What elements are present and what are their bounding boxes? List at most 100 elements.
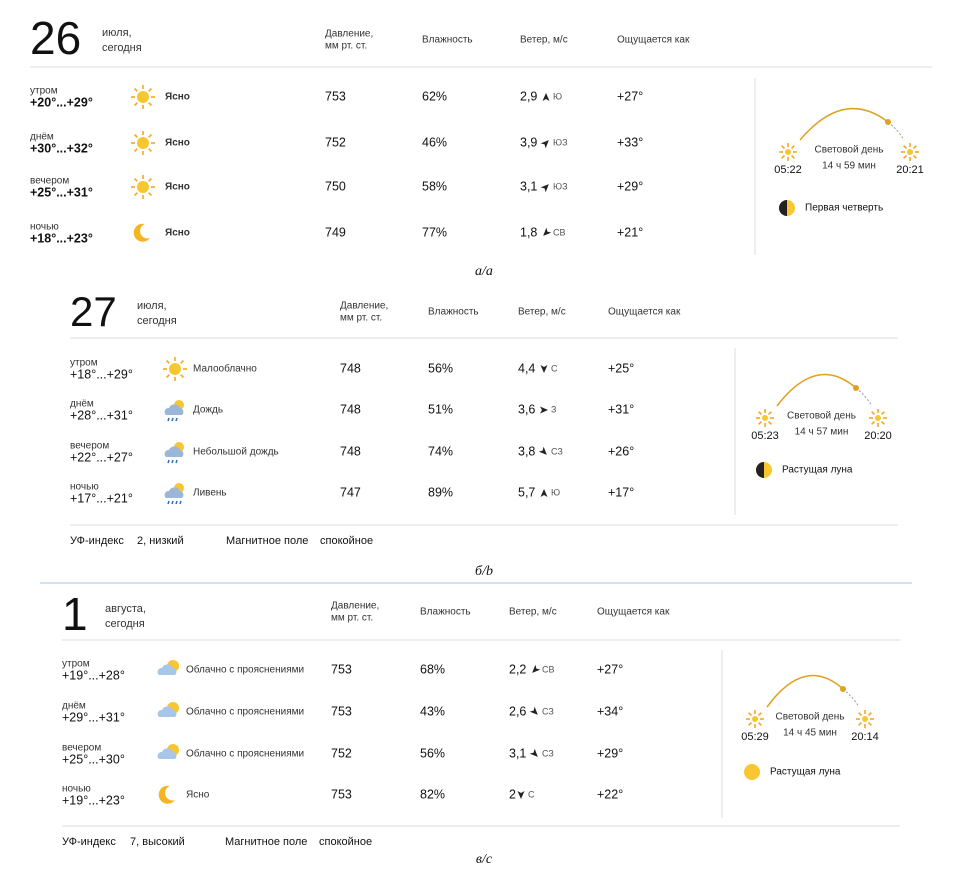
- humidity: 77%: [422, 225, 447, 239]
- rain-drop: [167, 417, 170, 422]
- sun-arc: [799, 107, 889, 141]
- cloud: [157, 664, 177, 675]
- sunrise: 05:23: [751, 430, 779, 442]
- footer-magnetic-label: Магнитное поле: [226, 535, 308, 547]
- wind-speed: 5,7: [518, 485, 535, 499]
- wind-arrow: [540, 489, 548, 497]
- sun-ray: [871, 420, 876, 425]
- condition: Ясно: [186, 790, 210, 801]
- weather-icon: [131, 175, 155, 199]
- sun-ray: [767, 420, 772, 425]
- period: вечером: [30, 176, 69, 187]
- pressure: 748: [340, 444, 361, 458]
- temperature: +18°...+29°: [70, 367, 133, 381]
- daylight-label: Световой день: [815, 145, 884, 156]
- sun-ray: [148, 133, 153, 138]
- wind-speed: 3,8: [518, 444, 535, 458]
- temperature: +25°...+31°: [30, 185, 93, 199]
- sun: [785, 149, 791, 155]
- humidity: 58%: [422, 179, 447, 193]
- wind-direction: ЮЗ: [553, 137, 568, 147]
- caption: б/b: [475, 564, 493, 579]
- sun-ray: [767, 411, 772, 416]
- period: днём: [62, 701, 86, 712]
- sun-position: [840, 686, 846, 692]
- rain-drop: [167, 459, 170, 464]
- sun: [137, 137, 149, 149]
- wind-direction: СВ: [553, 227, 566, 237]
- sunset: 20:21: [896, 164, 924, 176]
- wind-arrow: [542, 93, 550, 101]
- period: утром: [62, 659, 90, 670]
- date-day: 26: [30, 12, 81, 64]
- period: ночью: [62, 784, 91, 795]
- header-wind: Ветер, м/с: [518, 307, 566, 318]
- date-month: июля,: [137, 300, 167, 312]
- footer-uv: 7, высокий: [130, 836, 185, 848]
- caption: а/a: [475, 264, 493, 279]
- footer-magnetic-label: Магнитное поле: [225, 836, 307, 848]
- pressure: 753: [331, 704, 352, 718]
- daylight-label: Световой день: [787, 411, 856, 422]
- wind-speed: 3,6: [518, 402, 535, 416]
- header-wind: Ветер, м/с: [509, 607, 557, 618]
- wind-speed: 2,6: [509, 704, 526, 718]
- pressure: 748: [340, 402, 361, 416]
- header-pressure: Давление,: [331, 601, 379, 612]
- sun-ray: [781, 154, 786, 159]
- condition: Облачно с прояснениями: [186, 706, 304, 718]
- rain-drop: [179, 500, 182, 505]
- wind-arrow: [543, 227, 552, 236]
- temperature: +20°...+29°: [30, 95, 93, 109]
- sun-arc: [766, 674, 844, 708]
- rain-drop: [171, 417, 174, 422]
- pressure: 747: [340, 485, 361, 499]
- condition: Ясно: [165, 92, 190, 103]
- wind-speed: 1,8: [520, 225, 537, 239]
- sun-ray: [133, 102, 138, 107]
- humidity: 82%: [420, 787, 445, 801]
- sun-ray: [790, 145, 795, 150]
- footer-magnetic: спокойное: [320, 535, 373, 547]
- feels-like: +29°: [617, 179, 643, 193]
- condition: Небольшой дождь: [193, 446, 279, 458]
- cloud: [164, 404, 184, 415]
- humidity: 46%: [422, 135, 447, 149]
- sun-ray: [903, 154, 908, 159]
- pressure: 753: [331, 787, 352, 801]
- feels-like: +34°: [597, 704, 623, 718]
- humidity: 74%: [428, 444, 453, 458]
- pressure: 750: [325, 179, 346, 193]
- header-feels: Ощущается как: [597, 607, 670, 618]
- sun-arc-rest: [842, 688, 860, 708]
- temperature: +22°...+27°: [70, 450, 133, 464]
- date-day: 1: [62, 588, 88, 640]
- wind-direction: СЗ: [551, 446, 563, 456]
- weather-icon: [157, 660, 179, 675]
- wind-direction: СЗ: [542, 706, 554, 716]
- header-pressure: Давление,: [340, 301, 388, 312]
- rain-drop: [175, 500, 178, 505]
- footer-uv-label: УФ-индекс: [62, 836, 116, 848]
- wind-speed: 3,9: [520, 135, 537, 149]
- feels-like: +33°: [617, 135, 643, 149]
- feels-like: +22°: [597, 787, 623, 801]
- condition: Ясно: [165, 228, 190, 239]
- wind-speed: 3,1: [509, 746, 526, 760]
- period: утром: [30, 86, 58, 97]
- temperature: +19°...+28°: [62, 668, 125, 682]
- sun-ray: [133, 192, 138, 197]
- moon-phase: Растущая луна: [770, 767, 841, 778]
- wind-speed: 4,4: [518, 361, 535, 375]
- date-today: сегодня: [137, 315, 177, 327]
- header-feels: Ощущается как: [617, 35, 690, 46]
- sunrise: 05:22: [774, 164, 802, 176]
- period: днём: [30, 132, 54, 143]
- wind-direction: С: [551, 363, 558, 373]
- temperature: +30°...+32°: [30, 141, 93, 155]
- wind-direction: С: [528, 789, 535, 799]
- rain-drop: [171, 500, 174, 505]
- humidity: 56%: [420, 746, 445, 760]
- pressure: 752: [331, 746, 352, 760]
- cloud: [164, 487, 184, 498]
